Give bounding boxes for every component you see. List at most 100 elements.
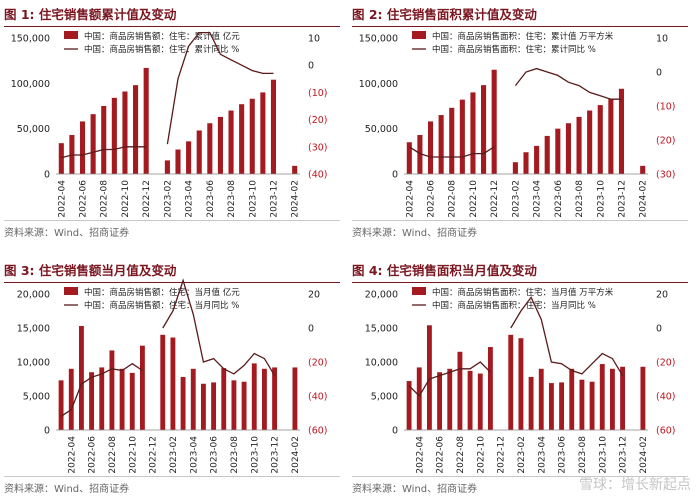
series-line (408, 146, 495, 158)
x-axis-tick-label: 2022-12 (142, 180, 152, 218)
bar (217, 116, 223, 174)
bar (491, 69, 497, 174)
x-axis-tick-label: 2022-10 (469, 180, 479, 218)
x-axis-tick-label: 2022-10 (121, 180, 131, 218)
legend-label-line: 中国：商品房销售额：住宅：当月同比 % (84, 300, 239, 311)
right-axis-tick-label: (40) (656, 392, 676, 403)
right-axis-tick-label: (10) (308, 88, 328, 99)
x-axis-tick-label: 2023-12 (269, 180, 279, 218)
x-axis-tick-label: 2022-04 (405, 180, 415, 218)
bar (579, 379, 585, 430)
title-rule (352, 282, 688, 283)
title-rule (352, 26, 688, 27)
x-axis-tick-label: 2022-12 (490, 180, 500, 218)
left-axis-tick-label: 0 (44, 170, 50, 181)
left-axis-tick-label: 5,000 (371, 392, 398, 403)
source-rule (352, 476, 688, 477)
bar (190, 368, 196, 430)
right-axis-tick-label: (20) (656, 358, 676, 369)
x-axis-tick-label: 2023-10 (596, 180, 606, 218)
chart-panel-2: 图 2: 住宅销售面积累计值及变动 中国：商品房销售面积：住宅：累计值 万平方米… (352, 2, 688, 242)
x-axis-tick-label: 2023-08 (575, 180, 585, 218)
right-axis-tick-label: (30) (656, 170, 676, 181)
x-axis-tick-label: 2023-02 (517, 436, 527, 474)
bar (565, 123, 571, 174)
bar (119, 368, 125, 430)
bar (292, 165, 298, 174)
legend-label-line: 中国：商品房销售面积：住宅：当月同比 % (432, 300, 596, 311)
bar (207, 123, 213, 174)
watermark: 雪球：增长新起点 (579, 477, 691, 493)
x-axis-tick-label: 2023-04 (533, 180, 543, 218)
legend-swatch-bar (64, 31, 78, 39)
bar (164, 160, 170, 174)
bar (427, 121, 434, 174)
x-axis-tick-label: 2022-10 (476, 436, 486, 474)
x-axis-tick-label: 2023-08 (230, 436, 240, 474)
legend-label-bar: 中国：商品房销售面积：住宅：当月值 万平方米 (432, 287, 614, 298)
x-axis-tick-label: 2023-02 (163, 180, 173, 218)
chart-panel-4: 图 4: 住宅销售面积当月值及变动 中国：商品房销售面积：住宅：当月值 万平方米… (352, 258, 688, 498)
bar (640, 366, 646, 430)
right-axis-tick-label: (20) (308, 115, 328, 126)
x-axis-tick-label: 2023-12 (271, 436, 281, 474)
series-line (408, 361, 491, 398)
bar (555, 128, 561, 174)
bar (111, 97, 117, 174)
bar (133, 85, 139, 174)
bar (239, 104, 245, 174)
bar (79, 121, 86, 174)
bar (512, 162, 518, 174)
x-axis-tick-label: 2022-04 (67, 436, 77, 474)
source-rule (352, 220, 688, 221)
x-axis-tick-label: 2023-02 (169, 436, 179, 474)
left-axis-tick-label: 10,000 (17, 358, 50, 369)
series-line (60, 362, 143, 417)
bar (528, 376, 534, 430)
bar (251, 363, 257, 430)
right-axis-tick-label: 0 (656, 324, 662, 335)
bar (139, 345, 145, 430)
x-axis-tick-label: 2022-08 (100, 180, 110, 218)
bar (122, 91, 128, 174)
legend-swatch-bar (412, 31, 426, 39)
title-rule (4, 26, 340, 27)
bar (544, 135, 550, 174)
bar (109, 350, 115, 430)
bar (170, 337, 176, 430)
right-axis-tick-label: 20 (308, 290, 320, 301)
chart-plot: 中国：商品房销售面积：住宅：当月值 万平方米中国：商品房销售面积：住宅：当月同比… (365, 287, 676, 474)
bar (89, 372, 95, 430)
left-axis-tick-label: 150,000 (11, 34, 50, 45)
bar (518, 338, 524, 430)
x-axis-tick-label: 2022-06 (88, 436, 98, 474)
bar (261, 368, 267, 430)
x-axis-tick-label: 2023-04 (185, 180, 195, 218)
bar (160, 334, 166, 430)
left-axis-tick-label: 50,000 (365, 124, 398, 135)
left-axis-tick-label: 0 (44, 426, 50, 437)
bar (548, 383, 554, 430)
bar (200, 383, 206, 430)
bar (467, 370, 473, 430)
bar (508, 334, 514, 430)
bar (416, 367, 422, 430)
legend-label-bar: 中国：商品房销售额：住宅：当月值 亿元 (84, 287, 240, 298)
x-axis-tick-label: 2022-06 (79, 180, 89, 218)
right-axis-tick-label: 0 (656, 68, 662, 79)
x-axis-tick-label: 2023-02 (511, 180, 521, 218)
x-axis-tick-label: 2022-10 (128, 436, 138, 474)
x-axis-tick-label: 2023-08 (227, 180, 237, 218)
bar (599, 364, 605, 430)
bar (620, 366, 626, 430)
legend-swatch-bar (412, 287, 426, 295)
source-note: 资料来源：Wind、招商证券 (352, 228, 478, 239)
left-axis-tick-label: 0 (392, 170, 398, 181)
legend-label-bar: 中国：商品房销售额：住宅：累计值 亿元 (84, 31, 240, 42)
bar (447, 368, 453, 430)
bar (231, 380, 237, 430)
x-axis-tick-label: 2022-08 (456, 436, 466, 474)
x-axis-tick-label: 2023-10 (598, 436, 608, 474)
bar (260, 92, 266, 174)
